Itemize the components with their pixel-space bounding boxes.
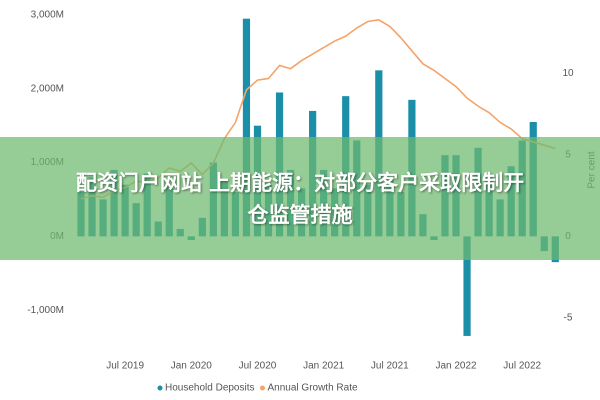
banner-line: 仓监管措施 bbox=[247, 202, 353, 227]
x-tick-label: Jul 2021 bbox=[371, 361, 409, 372]
legend-marker bbox=[260, 385, 265, 391]
x-tick-label: Jan 2021 bbox=[303, 361, 345, 372]
x-tick-label: Jan 2020 bbox=[171, 361, 213, 372]
x-tick-label: Jul 2019 bbox=[106, 361, 144, 372]
x-tick-label: Jul 2022 bbox=[503, 361, 541, 372]
legend-marker bbox=[157, 385, 163, 391]
bar bbox=[242, 18, 251, 237]
legend-label: Annual Growth Rate bbox=[268, 383, 358, 394]
y-tick-label: 3,000M bbox=[31, 10, 64, 21]
y2-tick-label: 10 bbox=[562, 68, 574, 79]
banner: 配资门户网站 上期能源：对部分客户采取限制开 仓监管措施 bbox=[0, 137, 600, 260]
legend-label: Household Deposits bbox=[165, 383, 255, 394]
y-tick-label: 2,000M bbox=[31, 83, 64, 94]
bar bbox=[463, 236, 471, 336]
banner-line: 配资门户网站 上期能源：对部分客户采取限制开 bbox=[75, 170, 525, 195]
x-tick-label: Jan 2022 bbox=[435, 361, 477, 372]
y-tick-label: -1,000M bbox=[27, 305, 64, 316]
y2-tick-label: -5 bbox=[564, 312, 573, 323]
x-tick-label: Jul 2020 bbox=[239, 361, 277, 372]
